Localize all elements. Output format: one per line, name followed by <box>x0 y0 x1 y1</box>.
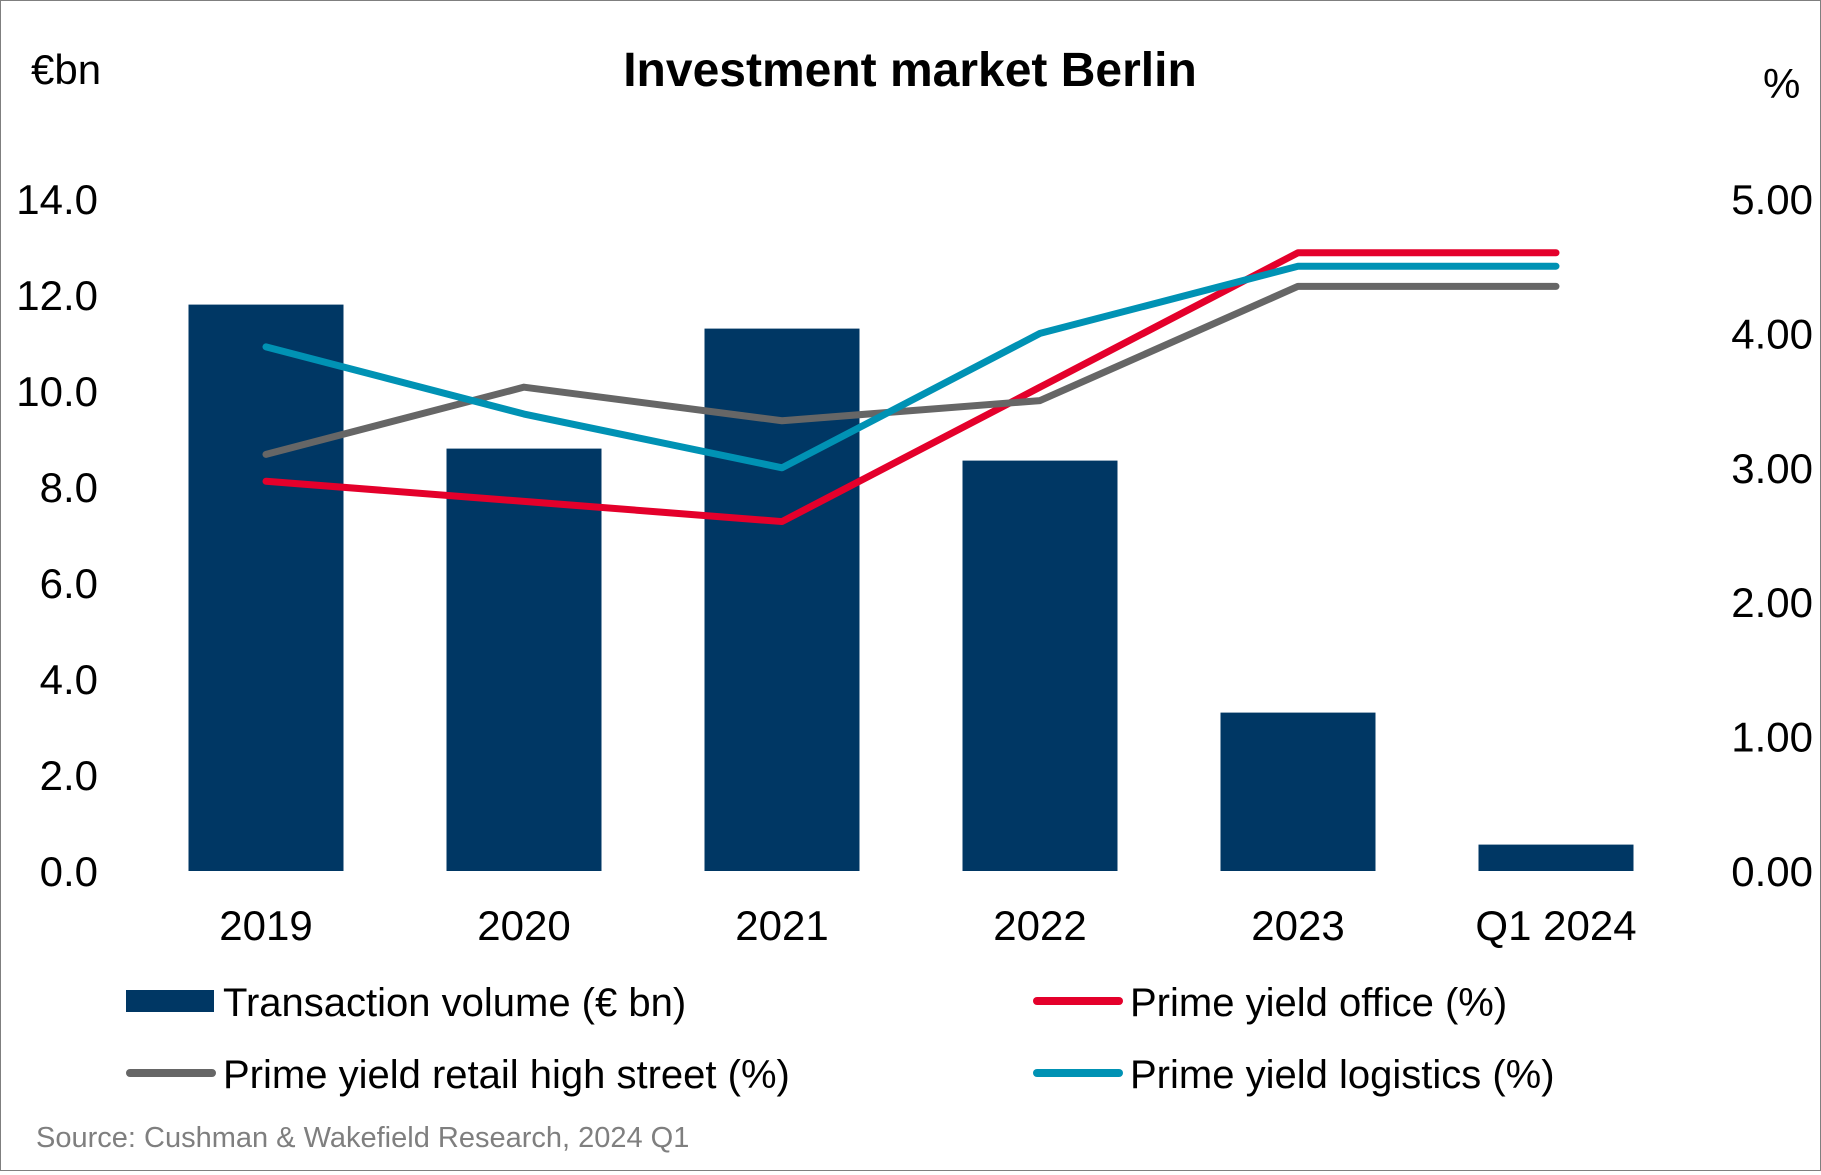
left-axis-ticks: 0.0 2.0 4.0 6.0 8.0 10.0 12.0 14.0 <box>16 176 98 895</box>
line-prime-yield-retail-high-street <box>262 282 1560 458</box>
source-note: Source: Cushman & Wakefield Research, 20… <box>36 1122 689 1154</box>
bar-transaction-volume-2023 <box>1220 712 1376 871</box>
bar-transaction-volume-2021 <box>704 328 860 872</box>
right-axis-unit: % <box>1763 60 1800 107</box>
x-tick-label: Q1 2024 <box>1475 902 1636 949</box>
legend-label: Prime yield logistics (%) <box>1130 1053 1555 1097</box>
left-tick-label: 6.0 <box>40 560 98 607</box>
bar-series <box>188 304 1634 872</box>
x-tick-label: 2023 <box>1251 902 1344 949</box>
right-tick-label: 1.00 <box>1731 714 1813 761</box>
left-axis-unit: €bn <box>31 46 101 93</box>
x-tick-label: 2019 <box>219 902 312 949</box>
left-tick-label: 12.0 <box>16 272 98 319</box>
right-tick-label: 2.00 <box>1731 579 1813 626</box>
x-tick-label: 2022 <box>993 902 1086 949</box>
bar-transaction-volume-2022 <box>962 460 1118 871</box>
chart-title: Investment market Berlin <box>623 44 1197 97</box>
legend-label: Prime yield retail high street (%) <box>223 1053 790 1097</box>
legend-label: Transaction volume (€ bn) <box>223 981 686 1025</box>
bar-transaction-volume-q1-2024 <box>1478 844 1634 871</box>
bar-transaction-volume-2019 <box>188 304 344 872</box>
right-axis-ticks: 0.00 1.00 2.00 3.00 4.00 5.00 <box>1731 176 1813 895</box>
x-axis-labels: 2019 2020 2021 2022 2023 Q1 2024 <box>219 902 1636 949</box>
left-tick-label: 8.0 <box>40 464 98 511</box>
legend-swatch-bar <box>126 990 214 1012</box>
left-tick-label: 0.0 <box>40 848 98 895</box>
line-prime-yield-logistics <box>262 262 1560 472</box>
left-tick-label: 10.0 <box>16 368 98 415</box>
left-tick-label: 14.0 <box>16 176 98 223</box>
right-tick-label: 3.00 <box>1731 445 1813 492</box>
x-tick-label: 2021 <box>735 902 828 949</box>
x-tick-label: 2020 <box>477 902 570 949</box>
legend: Transaction volume (€ bn) Prime yield off… <box>126 981 1555 1097</box>
left-tick-label: 2.0 <box>40 752 98 799</box>
right-tick-label: 5.00 <box>1731 176 1813 223</box>
line-series-group <box>262 249 1560 526</box>
right-tick-label: 4.00 <box>1731 310 1813 357</box>
legend-label: Prime yield office (%) <box>1130 981 1507 1025</box>
left-tick-label: 4.0 <box>40 656 98 703</box>
bar-transaction-volume-2020 <box>446 448 602 871</box>
line-prime-yield-office <box>262 249 1560 526</box>
right-tick-label: 0.00 <box>1731 848 1813 895</box>
